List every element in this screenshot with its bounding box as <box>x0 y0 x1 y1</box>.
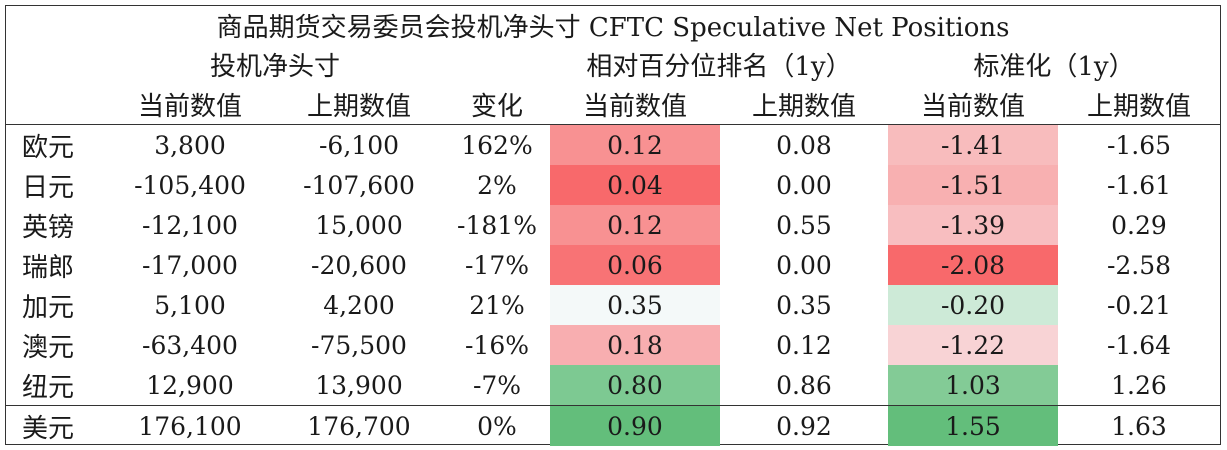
table-row: 英镑 -12,100 15,000 -181% 0.12 0.55 -1.39 0.29 <box>6 205 1220 245</box>
net-previous-cell: 13,900 <box>315 370 403 400</box>
sub-header-std-cur: 当前数值 <box>888 84 1058 125</box>
row-label: 加元 <box>22 292 75 323</box>
pct-current-cell: 0.35 <box>550 285 720 325</box>
sub-header-blank <box>6 84 106 125</box>
net-current-cell: -105,400 <box>134 170 246 200</box>
net-previous-cell: -107,600 <box>303 170 415 200</box>
table-row: 欧元 3,800 -6,100 162% 0.12 0.08 -1.41 -1.65 <box>6 124 1220 165</box>
std-current-cell: -1.41 <box>888 124 1058 165</box>
sub-header-pct-cur: 当前数值 <box>550 84 720 125</box>
net-previous-cell: -6,100 <box>318 130 400 160</box>
sub-header-net-prev: 上期数值 <box>274 84 444 125</box>
pct-previous-cell: 0.86 <box>776 370 832 400</box>
net-previous-cell: 176,700 <box>274 405 444 446</box>
std-previous-cell: 1.26 <box>1111 370 1167 400</box>
pct-current-cell: 0.80 <box>550 365 720 406</box>
pct-previous-cell: 0.35 <box>776 290 832 320</box>
net-current-cell: 3,800 <box>154 130 226 160</box>
row-label: 澳元 <box>22 332 75 363</box>
row-label: 纽元 <box>22 372 75 403</box>
std-previous-cell: -2.58 <box>1106 250 1172 280</box>
pct-current-cell: 0.18 <box>550 325 720 365</box>
group-header-blank <box>6 44 106 84</box>
net-current-cell: -17,000 <box>142 250 238 280</box>
net-change-cell: 162% <box>461 130 533 160</box>
pct-current-cell: 0.90 <box>550 405 720 446</box>
std-current-cell: 1.03 <box>888 365 1058 406</box>
std-previous-cell: -1.61 <box>1106 170 1172 200</box>
table-row: 澳元 -63,400 -75,500 -16% 0.18 0.12 -1.22 -1.64 <box>6 325 1220 365</box>
row-label: 美元 <box>6 405 106 446</box>
std-current-cell: 1.55 <box>888 405 1058 446</box>
sub-header-pct-prev: 上期数值 <box>720 84 888 125</box>
table-title: 商品期货交易委员会投机净头寸 CFTC Speculative Net Posi… <box>216 12 1010 43</box>
group-header-blank-2 <box>444 44 550 84</box>
sub-header-std-prev: 上期数值 <box>1058 84 1220 125</box>
group-header-net: 投机净头寸 <box>209 51 340 82</box>
row-label: 瑞郎 <box>22 252 75 283</box>
std-previous-cell: -1.65 <box>1106 130 1172 160</box>
pct-current-cell: 0.06 <box>550 245 720 285</box>
positions-table: 商品期货交易委员会投机净头寸 CFTC Speculative Net Posi… <box>6 6 1220 446</box>
std-previous-cell: -1.64 <box>1106 330 1172 360</box>
net-current-cell: 5,100 <box>154 290 226 320</box>
net-previous-cell: 4,200 <box>323 290 395 320</box>
std-current-cell: -2.08 <box>888 245 1058 285</box>
pct-previous-cell: 0.00 <box>776 170 832 200</box>
std-previous-cell: 0.29 <box>1111 210 1167 240</box>
net-current-cell: -63,400 <box>142 330 238 360</box>
group-header-std: 标准化（1y） <box>973 51 1135 82</box>
pct-current-cell: 0.12 <box>550 205 720 245</box>
std-current-cell: -1.39 <box>888 205 1058 245</box>
row-label: 英镑 <box>22 212 75 243</box>
positions-table-frame: 商品期货交易委员会投机净头寸 CFTC Speculative Net Posi… <box>5 5 1221 446</box>
net-current-cell: -12,100 <box>142 210 238 240</box>
table-row: 纽元 12,900 13,900 -7% 0.80 0.86 1.03 1.26 <box>6 365 1220 406</box>
table-row: 瑞郎 -17,000 -20,600 -17% 0.06 0.00 -2.08 -2.58 <box>6 245 1220 285</box>
group-header-pct: 相对百分位排名（1y） <box>586 51 852 82</box>
row-label: 日元 <box>22 172 75 203</box>
pct-previous-cell: 0.12 <box>776 330 832 360</box>
table-row: 日元 -105,400 -107,600 2% 0.04 0.00 -1.51 -1.61 <box>6 165 1220 205</box>
sub-header-chg: 变化 <box>444 84 550 125</box>
row-label: 欧元 <box>22 132 75 163</box>
net-change-cell: 21% <box>469 290 525 320</box>
pct-current-cell: 0.12 <box>550 124 720 165</box>
pct-current-cell: 0.04 <box>550 165 720 205</box>
pct-previous-cell: 0.00 <box>776 250 832 280</box>
std-previous-cell: 1.63 <box>1058 405 1220 446</box>
pct-previous-cell: 0.08 <box>776 130 832 160</box>
table-row: 加元 5,100 4,200 21% 0.35 0.35 -0.20 -0.21 <box>6 285 1220 325</box>
net-change-cell: -7% <box>472 370 522 400</box>
net-change-cell: 2% <box>477 170 517 200</box>
pct-previous-cell: 0.92 <box>720 405 888 446</box>
pct-previous-cell: 0.55 <box>776 210 832 240</box>
std-current-cell: -0.20 <box>888 285 1058 325</box>
net-previous-cell: -75,500 <box>311 330 407 360</box>
table-row: 美元 176,100 176,700 0% 0.90 0.92 1.55 1.63 <box>6 405 1220 446</box>
net-change-cell: -16% <box>464 330 529 360</box>
net-change-cell: 0% <box>444 405 550 446</box>
net-current-cell: 12,900 <box>146 370 234 400</box>
net-current-cell: 176,100 <box>106 405 274 446</box>
net-previous-cell: -20,600 <box>311 250 407 280</box>
std-previous-cell: -0.21 <box>1106 290 1172 320</box>
net-change-cell: -181% <box>457 210 537 240</box>
sub-header-net-cur: 当前数值 <box>106 84 274 125</box>
std-current-cell: -1.51 <box>888 165 1058 205</box>
net-change-cell: -17% <box>464 250 529 280</box>
std-current-cell: -1.22 <box>888 325 1058 365</box>
net-previous-cell: 15,000 <box>315 210 403 240</box>
